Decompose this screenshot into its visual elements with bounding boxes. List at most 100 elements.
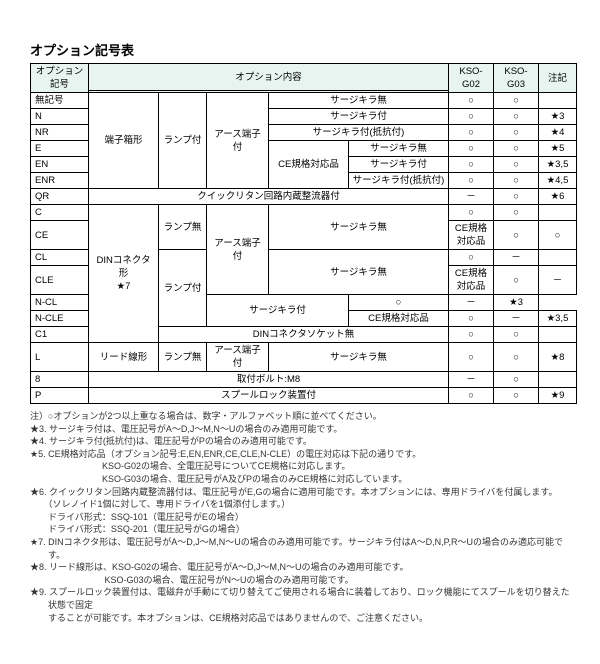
g2c: ランプ付 [159, 250, 207, 327]
m: ○ [494, 221, 539, 250]
n: ★5 [539, 141, 577, 157]
ce: CE規格対応品 [349, 311, 449, 327]
h-cont: オプション内容 [89, 64, 449, 91]
note-line: ドライバ形式：SSQ-201（電圧記号がGの場合） [30, 523, 570, 536]
ce: CE規格対応品 [449, 221, 494, 250]
s: サージキラ無 [269, 343, 449, 372]
m: － [494, 311, 539, 327]
note-line: ★5. CE規格対応品（オプション記号:E,EN,ENR,CE,CLE,N-CL… [30, 448, 570, 461]
note-line: することが可能です。本オプションは、CE規格対応品ではありませんので、ご注意くだ… [30, 612, 570, 625]
notes: 注）○オプションが2つ以上重なる場合は、数字・アルファベット順に並べてください。… [30, 410, 570, 624]
m: － [494, 250, 539, 266]
m: ○ [494, 205, 539, 221]
s: サージキラ無 [269, 250, 449, 295]
m: ○ [494, 372, 539, 388]
n: ★9 [539, 388, 577, 404]
s: サージキラ付 [207, 295, 349, 327]
h-g02: KSO-G02 [449, 64, 494, 93]
note-line: KSO-G02の場合、全電圧記号についてCE規格に対応します。 [30, 460, 570, 473]
m: ○ [449, 311, 494, 327]
note-line: （ソレノイド1個に対して、専用ドライバを1個添付します。） [30, 498, 570, 511]
n [539, 372, 577, 388]
m: － [449, 295, 494, 311]
g1c: リード線形 [89, 343, 159, 372]
m: ○ [449, 93, 494, 109]
note-line: ★4. サージキラ付(抵抗付)は、電圧記号がPの場合のみ適用可能です。 [30, 435, 570, 448]
m: ○ [494, 125, 539, 141]
s: サージキラ付 [269, 109, 449, 125]
note-line: ★3. サージキラ付は、電圧記号がA～D,J～M,N～Uの場合のみ適用可能です。 [30, 423, 570, 436]
sym: P [31, 388, 89, 404]
sym: E [31, 141, 89, 157]
m: ○ [494, 189, 539, 205]
m: ○ [449, 157, 494, 173]
m: ○ [449, 141, 494, 157]
h-sym: オプション記号 [31, 64, 89, 93]
sym: EN [31, 157, 89, 173]
qr: クイックリタン回路内蔵整流器付 [89, 189, 449, 205]
note-line: ★6. クイックリタン回路内蔵整流器付は、電圧記号がE,Gの場合に適用可能です。… [30, 486, 570, 499]
m: － [539, 266, 577, 295]
m: ○ [449, 388, 494, 404]
ce: CE規格対応品 [449, 266, 494, 295]
g2d: ランプ無 [159, 343, 207, 372]
note-line: 注）○オプションが2つ以上重なる場合は、数字・アルファベット順に並べてください。 [30, 410, 570, 423]
s: サージキラ付(抵抗付) [269, 125, 449, 141]
g2b: ランプ無 [159, 205, 207, 250]
sym: N [31, 109, 89, 125]
n: ★4 [539, 125, 577, 141]
spool: スプールロック装置付 [89, 388, 449, 404]
m: ○ [449, 343, 494, 372]
m: ○ [494, 343, 539, 372]
m: － [449, 372, 494, 388]
n [539, 205, 577, 221]
s: サージキラ無 [269, 205, 449, 250]
sym: L [31, 343, 89, 372]
g1b: DINコネクタ形 ★7 [89, 205, 159, 343]
ce: CE規格対応品 [269, 141, 349, 189]
title: オプション記号表 [30, 40, 570, 59]
n [539, 327, 577, 343]
sym: QR [31, 189, 89, 205]
h-note: 注記 [539, 64, 577, 93]
m: ○ [449, 205, 494, 221]
sym: C1 [31, 327, 89, 343]
g1a: 端子箱形 [89, 93, 159, 189]
note-line: KSO-G03の場合、電圧記号がA及びPの場合のみCE規格に対応しています。 [30, 473, 570, 486]
sym: CLE [31, 266, 89, 295]
s: サージキラ無 [269, 93, 449, 109]
sym: NR [31, 125, 89, 141]
m: ○ [539, 221, 577, 250]
s: サージキラ付 [349, 157, 449, 173]
m: ○ [449, 250, 494, 266]
g3b: アース端子付 [207, 205, 269, 295]
option-table: オプション記号オプション内容KSO-G02KSO-G03注記 無記号端子箱形ラン… [30, 63, 577, 404]
s: サージキラ無 [349, 141, 449, 157]
h-g03: KSO-G03 [494, 64, 539, 93]
m: ○ [494, 109, 539, 125]
m: ○ [494, 388, 539, 404]
g3a: アース端子付 [207, 93, 269, 189]
n: ★8 [539, 343, 577, 372]
n: ★3 [539, 109, 577, 125]
sym: ENR [31, 173, 89, 189]
m: ○ [349, 295, 449, 311]
sym: 無記号 [31, 93, 89, 109]
m: ○ [494, 173, 539, 189]
m: － [449, 189, 494, 205]
note-line: ドライバ形式：SSQ-101（電圧記号がEの場合） [30, 511, 570, 524]
sym: N-CLE [31, 311, 89, 327]
g2a: ランプ付 [159, 93, 207, 189]
note-line: ★8. リード線形は、KSO-G02の場合、電圧記号がA～D,J～M,N～Uの場… [30, 561, 570, 574]
s: サージキラ付(抵抗付) [349, 173, 449, 189]
n: ★3,5 [539, 311, 577, 327]
sym: CL [31, 250, 89, 266]
m: ○ [449, 327, 494, 343]
n: ★6 [539, 189, 577, 205]
sym: CE [31, 221, 89, 250]
m: ○ [494, 93, 539, 109]
c1t: DINコネクタソケット無 [159, 327, 449, 343]
m: ○ [494, 141, 539, 157]
m: ○ [494, 266, 539, 295]
m: ○ [494, 157, 539, 173]
